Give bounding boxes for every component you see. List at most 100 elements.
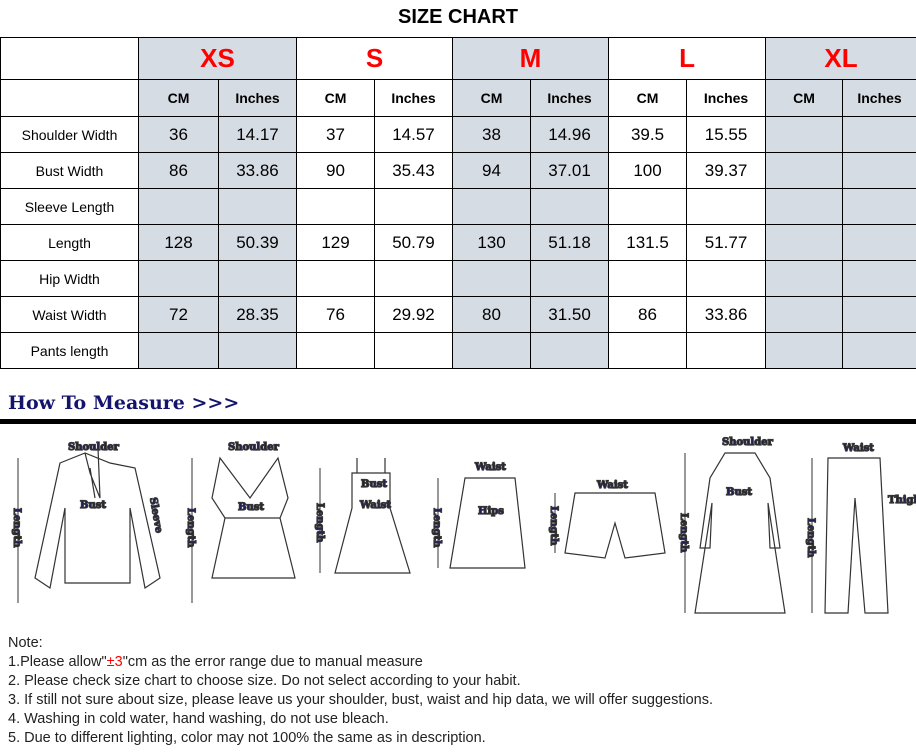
shorts-illustration: Waist Length (547, 479, 666, 559)
label-waist: Waist (474, 462, 506, 473)
value-cell: 50.79 (374, 224, 453, 261)
value-cell (452, 188, 531, 225)
table-row: Bust Width 86 33.86 90 35.43 94 37.01 100 39.37 (0, 152, 916, 189)
table-row: Hip Width (0, 260, 916, 297)
value-cell: 28.35 (218, 296, 297, 333)
value-cell (452, 332, 531, 369)
value-cell: 14.57 (374, 116, 453, 153)
unit-header-inches: Inches (529, 79, 610, 117)
value-cell (765, 296, 844, 333)
value-cell: 39.37 (686, 152, 767, 189)
value-cell (686, 332, 767, 369)
label-sleeve: Sleeve (147, 497, 164, 534)
label-waist: Waist (359, 500, 391, 511)
notes: Note: 1.Please allow"±3"cm as the error … (8, 634, 713, 748)
label-length: Length (314, 503, 325, 543)
size-table: XS S M L XL CM Inches CM Inches CM Inches CM In… (0, 37, 916, 369)
value-cell: 33.86 (686, 296, 767, 333)
value-cell: 90 (296, 152, 375, 189)
value-cell (765, 224, 844, 261)
note-1: 1.Please allow"±3"cm as the error range … (8, 653, 713, 672)
value-cell (138, 188, 219, 225)
value-cell (529, 188, 610, 225)
table-row: Sleeve Length (0, 188, 916, 225)
value-cell: 130 (452, 224, 531, 261)
value-cell: 100 (608, 152, 688, 189)
table-row: Pants length (0, 332, 916, 369)
skirt-illustration: Waist Hips Length (430, 461, 526, 569)
value-cell (765, 116, 844, 153)
unit-header-cm: CM (608, 79, 688, 117)
label-bust: Bust (80, 500, 106, 511)
label-bust: Bust (726, 487, 752, 498)
label-shoulder: Shoulder (722, 437, 774, 448)
value-cell: 14.17 (218, 116, 297, 153)
row-label: Hip Width (0, 260, 139, 297)
value-cell (842, 296, 916, 333)
value-cell: 80 (452, 296, 531, 333)
value-cell: 38 (452, 116, 531, 153)
value-cell (842, 224, 916, 261)
value-cell (765, 188, 844, 225)
size-xl: XL (765, 37, 916, 80)
row-label: Pants length (0, 332, 139, 369)
value-cell (608, 188, 688, 225)
unit-header-cm: CM (296, 79, 375, 117)
value-cell (218, 260, 297, 297)
size-xs: XS (138, 37, 297, 80)
value-cell: 129 (296, 224, 375, 261)
value-cell: 31.50 (529, 296, 610, 333)
value-cell: 35.43 (374, 152, 453, 189)
value-cell: 128 (138, 224, 219, 261)
table-row: Shoulder Width 36 14.17 37 14.57 38 14.96 39.5 1… (0, 116, 916, 153)
value-cell (842, 188, 916, 225)
value-cell: 15.55 (686, 116, 767, 153)
value-cell: 76 (296, 296, 375, 333)
unit-header-inches: Inches (374, 79, 453, 117)
value-cell (842, 152, 916, 189)
measurement-illustrations: Shoulder Bust Sleeve Length Shoulder Bus… (10, 436, 916, 614)
value-cell (842, 332, 916, 369)
value-cell: 14.96 (529, 116, 610, 153)
value-cell: 131.5 (608, 224, 688, 261)
note-1-text: "cm as the error range due to manual mea… (122, 654, 423, 670)
corner-cell (0, 79, 139, 117)
value-cell: 72 (138, 296, 219, 333)
value-cell: 94 (452, 152, 531, 189)
note-5: 5. Due to different lighting, color may … (8, 730, 486, 746)
row-label: Waist Width (0, 296, 139, 333)
label-length: Length (805, 518, 816, 558)
label-length: Length (185, 508, 196, 548)
label-waist: Waist (842, 443, 874, 454)
notes-heading: Note: (8, 635, 43, 651)
value-cell (138, 260, 219, 297)
coat-illustration: Shoulder Bust Length (677, 436, 786, 614)
row-label: Bust Width (0, 152, 139, 189)
value-cell (374, 332, 453, 369)
value-cell: 33.86 (218, 152, 297, 189)
row-label: Length (0, 224, 139, 261)
value-cell: 36 (138, 116, 219, 153)
size-l: L (608, 37, 767, 80)
value-cell (765, 260, 844, 297)
unit-header-cm: CM (138, 79, 219, 117)
value-cell (296, 332, 375, 369)
size-chart-title: SIZE CHART (398, 6, 518, 28)
value-cell (529, 260, 610, 297)
value-cell (529, 332, 610, 369)
label-shoulder: Shoulder (228, 442, 280, 453)
value-cell (608, 260, 688, 297)
value-cell (765, 152, 844, 189)
label-shoulder: Shoulder (68, 442, 120, 453)
label-length: Length (431, 508, 442, 548)
pants-illustration: Waist Thigh Length (804, 442, 916, 614)
corner-cell (0, 37, 139, 80)
value-cell: 50.39 (218, 224, 297, 261)
value-cell: 39.5 (608, 116, 688, 153)
note-3: 3. If still not sure about size, please … (8, 692, 713, 708)
value-cell: 51.18 (529, 224, 610, 261)
value-cell (842, 260, 916, 297)
unit-header-cm: CM (452, 79, 531, 117)
label-length: Length (11, 508, 22, 548)
row-label: Shoulder Width (0, 116, 139, 153)
